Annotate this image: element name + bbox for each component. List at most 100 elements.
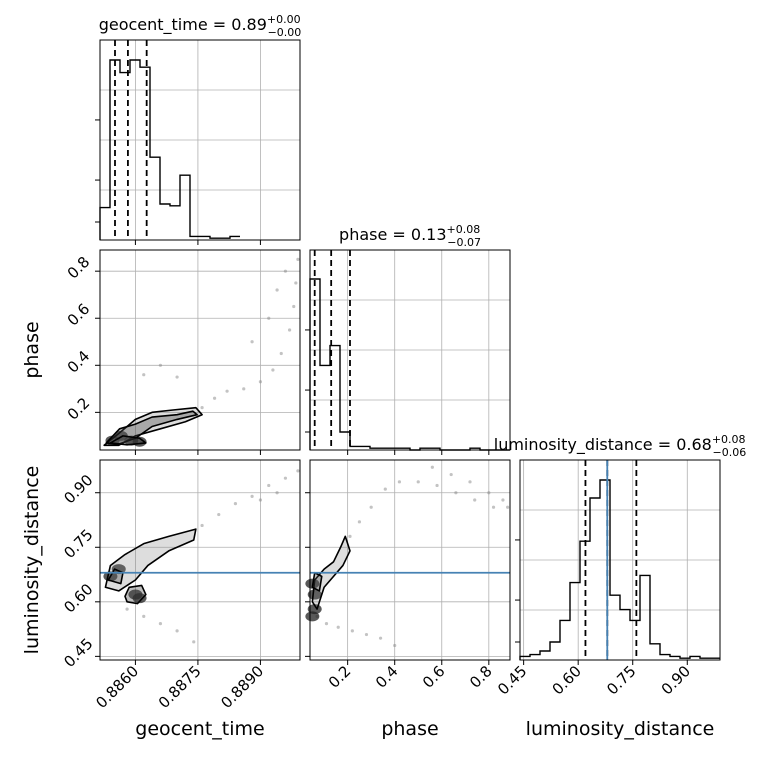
pair-geocent-time-vs-luminosity-distance-xtick-label-1: 0.8875	[155, 662, 205, 712]
hist-geocent-time-title: geocent_time = 0.89+0.00 −0.00	[99, 13, 302, 39]
pair-geocent-time-vs-luminosity-distance-sample-point-12	[275, 491, 279, 495]
hist-phase-step-line	[309, 278, 510, 451]
pair-phase-vs-luminosity-distance-xtick-label-3: 0.8	[466, 662, 496, 692]
pair-geocent-time-vs-phase-sample-point-11	[175, 375, 179, 379]
hist-phase-frame	[309, 249, 511, 451]
x-axis-label-geocent-time: geocent_time	[135, 718, 264, 740]
pair-phase-vs-luminosity-distance-sample-point-13	[435, 483, 439, 488]
pair-geocent-time-vs-phase-sample-point-5	[271, 368, 275, 372]
y-axis-label-luminosity-distance: luminosity_distance	[21, 466, 43, 655]
pair-phase-vs-luminosity-distance-xtick-label-2: 0.6	[419, 662, 449, 692]
pair-phase-vs-luminosity-distance-sample-point-6	[393, 643, 397, 648]
hist-luminosity-distance-panel: 0.45 0.60 0.75 0.90 luminosity_distance = 0.…	[494, 433, 747, 698]
pair-geocent-time-vs-phase-sample-point-10	[296, 257, 300, 262]
hist-geocent-time-frame	[99, 39, 301, 241]
hist-luminosity-distance-frame	[519, 459, 721, 661]
pair-geocent-time-vs-phase-sample-point-7	[287, 328, 292, 332]
hist-phase-panel: phase = 0.13+0.08 −0.07	[305, 223, 511, 455]
pair-phase-vs-luminosity-distance-sample-point-7	[348, 534, 352, 538]
hist-phase-title: phase = 0.13+0.08 −0.07	[339, 223, 481, 249]
hist-luminosity-distance-title-value: luminosity_distance = 0.68	[494, 435, 712, 455]
pair-geocent-time-vs-phase-sample-point-12	[158, 363, 163, 367]
pair-geocent-time-vs-luminosity-distance-sample-point-3	[175, 629, 179, 633]
pair-geocent-time-vs-luminosity-distance-frame	[99, 459, 301, 661]
pair-geocent-time-vs-phase-sample-point-17	[283, 269, 288, 273]
pair-geocent-time-vs-phase-panel: 0.2 0.4 0.6 0.8	[64, 249, 301, 455]
hist-geocent-time-step-line	[99, 59, 240, 240]
hist-luminosity-distance-step-line	[519, 479, 720, 660]
hist-luminosity-distance-xtick-label-3: 0.90	[658, 662, 694, 698]
pair-phase-vs-luminosity-distance-sample-point-2	[336, 625, 340, 629]
pair-geocent-time-vs-luminosity-distance-panel: 0.8860 0.8875 0.8890 0.45 0.60 0.75 0.90	[60, 459, 301, 712]
pair-geocent-time-vs-luminosity-distance-sample-point-1	[142, 614, 146, 618]
pair-geocent-time-vs-phase-sample-point-14	[250, 340, 254, 344]
pair-phase-vs-luminosity-distance-sample-point-16	[491, 505, 496, 509]
pair-geocent-time-vs-phase-contour-1	[105, 410, 198, 445]
pair-phase-vs-luminosity-distance-density-core-1	[307, 589, 322, 600]
pair-geocent-time-vs-phase-sample-point-8	[292, 304, 296, 309]
pair-geocent-time-vs-phase-ytick-label-0: 0.2	[64, 394, 94, 424]
pair-geocent-time-vs-luminosity-distance-ytick-label-0: 0.45	[60, 635, 96, 671]
pair-geocent-time-vs-luminosity-distance-density-core-3	[132, 593, 147, 604]
pair-geocent-time-vs-phase-contour-2	[109, 435, 147, 446]
pair-geocent-time-vs-luminosity-distance-sample-point-13	[258, 498, 263, 502]
pair-geocent-time-vs-luminosity-distance-contour-0	[104, 528, 197, 592]
hist-phase-title-plus: +0.08	[447, 223, 481, 236]
pair-geocent-time-vs-phase-sample-point-9	[294, 281, 298, 285]
pair-phase-vs-luminosity-distance-contour-1	[311, 571, 323, 592]
hist-luminosity-distance-xtick-label-0: 0.45	[494, 662, 530, 698]
pair-phase-vs-luminosity-distance-sample-point-22	[430, 465, 434, 469]
hist-luminosity-distance-xtick-label-2: 0.75	[603, 662, 639, 698]
pair-phase-vs-luminosity-distance-sample-point-8	[357, 520, 362, 524]
x-axis-label-phase: phase	[381, 718, 438, 740]
hist-geocent-time-title-plus: +0.00	[267, 13, 301, 26]
pair-geocent-time-vs-luminosity-distance-sample-point-0	[125, 607, 129, 611]
hist-phase-title-value: phase = 0.13	[339, 225, 446, 244]
pair-geocent-time-vs-luminosity-distance-contour-1	[124, 584, 147, 605]
pair-geocent-time-vs-luminosity-distance-xtick-label-2: 0.8890	[217, 662, 267, 712]
pair-geocent-time-vs-luminosity-distance-ytick-label-3: 0.90	[60, 471, 96, 507]
pair-geocent-time-vs-luminosity-distance-sample-point-6	[217, 512, 221, 517]
hist-geocent-time-title-value: geocent_time = 0.89	[99, 15, 267, 35]
pair-geocent-time-vs-phase-sample-point-16	[275, 288, 279, 292]
pair-phase-vs-luminosity-distance-sample-point-19	[487, 491, 491, 495]
pair-phase-vs-luminosity-distance-sample-point-15	[473, 498, 477, 502]
pair-phase-vs-luminosity-distance-sample-point-21	[449, 472, 453, 477]
pair-phase-vs-luminosity-distance-sample-point-18	[501, 498, 505, 502]
pair-phase-vs-luminosity-distance-xtick-label-1: 0.4	[372, 662, 402, 692]
pair-phase-vs-luminosity-distance-sample-point-12	[416, 480, 420, 484]
hist-luminosity-distance-xtick-label-1: 0.60	[549, 662, 585, 698]
pair-geocent-time-vs-phase-ytick-label-3: 0.8	[64, 253, 94, 283]
pair-geocent-time-vs-luminosity-distance-sample-point-10	[283, 476, 288, 480]
pair-geocent-time-vs-phase-sample-point-15	[267, 316, 271, 320]
pair-geocent-time-vs-luminosity-distance-sample-point-11	[296, 469, 300, 473]
pair-phase-vs-luminosity-distance-sample-point-20	[468, 480, 472, 484]
pair-phase-vs-luminosity-distance-sample-point-5	[378, 636, 383, 640]
pair-geocent-time-vs-phase-frame	[99, 249, 301, 451]
pair-geocent-time-vs-luminosity-distance-sample-point-9	[267, 483, 271, 488]
pair-phase-vs-luminosity-distance-sample-point-4	[364, 632, 369, 637]
pair-geocent-time-vs-phase-ytick-label-1: 0.4	[64, 347, 94, 377]
pair-phase-vs-luminosity-distance-sample-point-9	[369, 505, 373, 509]
hist-phase-title-minus: −0.07	[447, 236, 481, 249]
x-axis-label-luminosity-distance: luminosity_distance	[526, 718, 715, 740]
hist-luminosity-distance-title-plus: +0.08	[712, 433, 746, 446]
y-axis-label-phase: phase	[21, 321, 43, 378]
pair-geocent-time-vs-luminosity-distance-sample-point-2	[158, 622, 163, 626]
pair-geocent-time-vs-phase-sample-point-13	[142, 373, 146, 377]
pair-geocent-time-vs-luminosity-distance-ytick-label-2: 0.75	[60, 526, 96, 562]
pair-geocent-time-vs-phase-sample-point-3	[242, 387, 246, 391]
pair-geocent-time-vs-phase-sample-point-2	[225, 389, 229, 393]
pair-phase-vs-luminosity-distance-sample-point-17	[506, 505, 510, 509]
pair-phase-vs-luminosity-distance-density-core-3	[305, 611, 320, 622]
hist-geocent-time-panel: geocent_time = 0.89+0.00 −0.00	[95, 13, 301, 245]
pair-geocent-time-vs-phase-sample-point-4	[258, 380, 263, 384]
pair-geocent-time-vs-luminosity-distance-xtick-label-0: 0.8860	[92, 662, 142, 712]
pair-geocent-time-vs-phase-ytick-label-2: 0.6	[64, 300, 94, 330]
hist-luminosity-distance-title: luminosity_distance = 0.68+0.08 −0.06	[494, 433, 747, 459]
pair-phase-vs-luminosity-distance-sample-point-14	[454, 491, 458, 495]
pair-phase-vs-luminosity-distance-sample-point-10	[383, 487, 387, 491]
pair-phase-vs-luminosity-distance-sample-point-3	[350, 629, 354, 633]
pair-phase-vs-luminosity-distance-frame	[309, 459, 511, 661]
